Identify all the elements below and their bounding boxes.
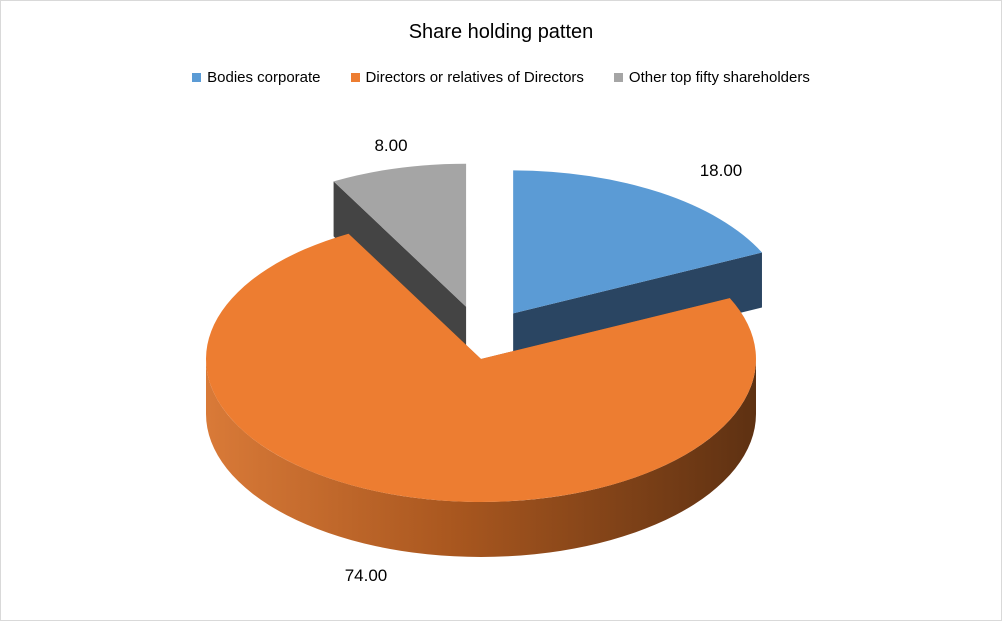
pie-top-faces <box>205 163 762 502</box>
data-label-bodies-corporate: 18.00 <box>700 161 743 180</box>
slice-top-directors-or-relatives-of-directors <box>205 233 756 502</box>
legend-label-directors: Directors or relatives of Directors <box>365 69 584 86</box>
legend: Bodies corporate Directors or relatives … <box>1 69 1001 86</box>
slice-rim-directors-or-relatives-of-directors-0 <box>206 359 756 557</box>
slice-top-other-top-fifty-shareholders <box>333 163 467 307</box>
legend-swatch-bodies-corporate <box>192 73 202 82</box>
legend-item-bodies-corporate: Bodies corporate <box>192 69 321 86</box>
legend-item-directors: Directors or relatives of Directors <box>350 69 584 86</box>
data-label-other-top-fifty-shareholders: 8.00 <box>374 136 407 155</box>
chart-title: Share holding patten <box>408 21 594 43</box>
pie-data-labels: 18.00 74.00 8.00 <box>345 136 743 585</box>
slice-top-bodies-corporate <box>513 170 762 314</box>
legend-swatch-directors <box>350 73 360 82</box>
legend-label-other-shareholders: Other top fifty shareholders <box>628 69 810 86</box>
data-label-directors-or-relatives-of-directors: 74.00 <box>345 566 388 585</box>
legend-swatch-other-shareholders <box>613 73 623 82</box>
legend-label-bodies-corporate: Bodies corporate <box>207 69 321 86</box>
legend-item-other-shareholders: Other top fifty shareholders <box>613 69 810 86</box>
